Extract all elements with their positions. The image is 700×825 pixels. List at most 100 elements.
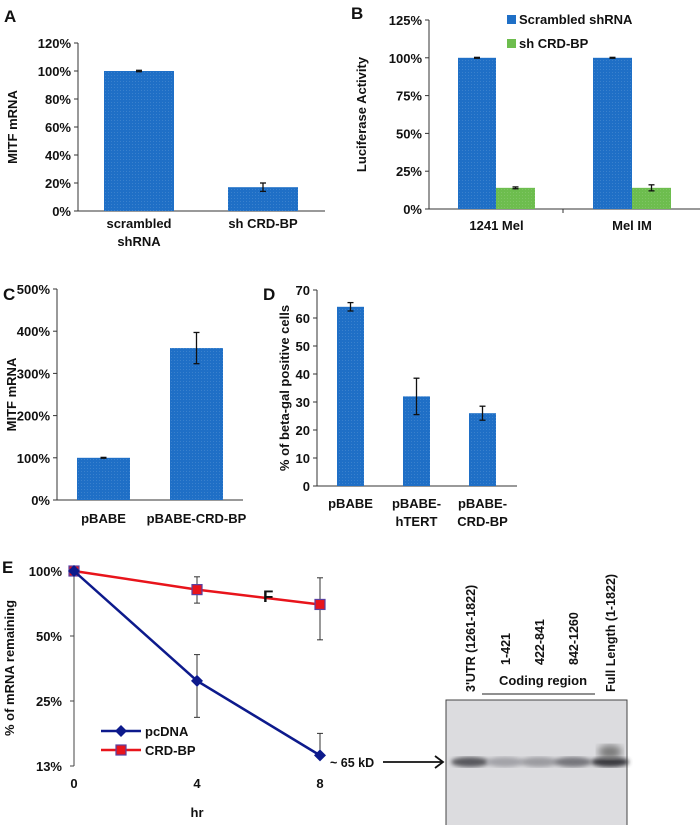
legend-label: Scrambled shRNA <box>519 12 633 27</box>
y-tick-label: 80% <box>45 92 71 107</box>
bar-texture <box>77 457 130 500</box>
y-tick-label: 100% <box>17 451 51 466</box>
x-tick-label: pBABE <box>328 496 373 511</box>
y-tick-label: 400% <box>17 324 51 339</box>
lane-label: 3'UTR (1261-1822) <box>464 585 478 692</box>
panel-letter: C <box>3 285 15 304</box>
y-tick-label: 20 <box>296 423 310 438</box>
data-point <box>191 674 203 687</box>
x-tick-label: CRD-BP <box>457 514 508 529</box>
y-tick-label: 13% <box>36 759 62 774</box>
y-tick-label: 0% <box>52 204 71 219</box>
y-tick-label: 10 <box>296 451 310 466</box>
panel-d-chart: D 0 10 20 30 40 50 60 70 % of beta-gal positive c… <box>263 283 517 529</box>
panel-b-chart: B 0% 25% 50% 75% 100% 125% Luciferase Activity S… <box>351 4 700 233</box>
bar-texture <box>228 187 298 211</box>
data-point <box>314 749 326 762</box>
y-axis-label: Luciferase Activity <box>354 56 369 172</box>
y-axis-label: MITF mRNA <box>5 90 20 164</box>
bar-texture <box>469 413 496 486</box>
y-tick-label: 125% <box>389 13 423 28</box>
bar-texture <box>593 57 632 209</box>
y-tick-label: 40% <box>45 148 71 163</box>
data-point <box>68 565 80 577</box>
panel-letter: A <box>4 7 16 26</box>
lane-label: 1-421 <box>499 633 513 665</box>
y-tick-label: 70 <box>296 283 310 298</box>
bar-texture <box>337 306 364 486</box>
y-tick-label: 0% <box>31 493 50 508</box>
legend-marker <box>115 744 127 756</box>
x-tick-label: pBABE <box>81 511 126 526</box>
protein-band <box>554 757 592 767</box>
panel-letter: B <box>351 4 363 23</box>
legend-label: CRD-BP <box>145 743 196 758</box>
y-axis-label: MITF mRNA <box>4 357 19 431</box>
x-tick-label: 4 <box>193 776 201 791</box>
y-tick-label: 25% <box>396 164 422 179</box>
protein-band <box>520 757 558 767</box>
panel-c-chart: C 0% 100% 200% 300% 400% 500% MITF mRNA pBABE pBA… <box>3 282 247 526</box>
y-tick-label: 200% <box>17 409 51 424</box>
y-tick-label: 100% <box>38 64 72 79</box>
y-tick-label: 50% <box>396 126 422 141</box>
panel-a-chart: A 0% 20% 40% 60% 80% 100% 120% MITF mRNA scramble… <box>4 7 325 249</box>
lane-label: 842-1260 <box>567 612 581 665</box>
legend-swatch <box>507 39 516 48</box>
panel-letter: E <box>2 558 13 577</box>
x-tick-label: 8 <box>316 776 323 791</box>
y-tick-label: 0% <box>403 202 422 217</box>
y-axis-label: % of beta-gal positive cells <box>277 305 292 471</box>
data-point <box>314 598 326 611</box>
panel-letter: F <box>263 587 273 606</box>
bar-texture <box>496 187 535 209</box>
group-label: Coding region <box>499 673 587 688</box>
bar-texture <box>632 187 671 209</box>
y-tick-label: 50 <box>296 339 310 354</box>
x-tick-label: scrambled <box>106 216 171 231</box>
x-tick-label: 0 <box>70 776 77 791</box>
x-tick-label: shRNA <box>117 234 161 249</box>
bar-texture <box>104 71 174 211</box>
panel-e-chart: E 13% 25% 50% 100% 0 4 8 hr % of mRNA remaining CR… <box>2 558 326 820</box>
protein-band-smear <box>598 745 622 759</box>
x-axis-label: hr <box>191 805 204 820</box>
data-point <box>191 584 203 596</box>
x-tick-label: pBABE- <box>458 496 507 511</box>
protein-band <box>451 757 489 767</box>
bar-texture <box>458 57 496 209</box>
bar-texture <box>170 348 223 500</box>
lane-label: 422-841 <box>533 619 547 665</box>
y-tick-label: 0 <box>303 479 310 494</box>
y-tick-label: 300% <box>17 366 51 381</box>
y-tick-label: 40 <box>296 367 310 382</box>
panel-f-western-blot: F 3'UTR (1261-1822) 1-421 422-841 842-1260 F… <box>263 574 629 825</box>
protein-band <box>486 757 524 767</box>
x-tick-label: pBABE-CRD-BP <box>147 511 247 526</box>
legend-swatch <box>507 15 516 24</box>
y-tick-label: 30 <box>296 395 310 410</box>
y-axis-label: % of mRNA remaining <box>2 600 17 736</box>
y-tick-label: 75% <box>396 89 422 104</box>
arrow-head-icon <box>434 755 445 769</box>
y-tick-label: 25% <box>36 694 62 709</box>
x-tick-label: 1241 Mel <box>469 218 523 233</box>
legend-label: pcDNA <box>145 724 189 739</box>
panel-letter: D <box>263 285 275 304</box>
y-tick-label: 50% <box>36 629 62 644</box>
y-tick-label: 60 <box>296 311 310 326</box>
x-tick-label: sh CRD-BP <box>228 216 298 231</box>
y-tick-label: 500% <box>17 282 51 297</box>
lane-label: Full Length (1-1822) <box>604 574 618 692</box>
legend-label: sh CRD-BP <box>519 36 589 51</box>
protein-band <box>591 757 629 767</box>
legend-marker <box>115 725 127 737</box>
x-tick-label: hTERT <box>396 514 438 529</box>
molecular-weight-label: ~ 65 kD <box>330 756 374 770</box>
y-tick-label: 60% <box>45 120 71 135</box>
y-tick-label: 100% <box>29 564 63 579</box>
y-tick-label: 100% <box>389 51 423 66</box>
y-tick-label: 20% <box>45 176 71 191</box>
x-tick-label: Mel IM <box>612 218 652 233</box>
